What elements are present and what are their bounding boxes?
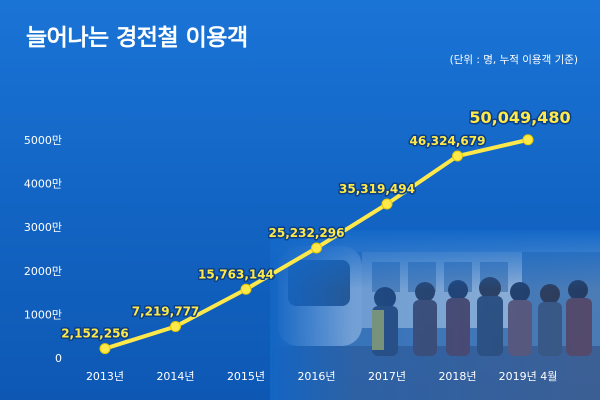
data-points <box>99 134 534 355</box>
y-tick-label: 4000만 <box>24 178 62 191</box>
y-tick-label: 0 <box>55 352 62 365</box>
x-tick-label: 2013년 <box>86 370 124 383</box>
data-point <box>170 321 181 333</box>
data-label: 25,232,296 <box>269 226 345 240</box>
y-tick-label: 5000만 <box>24 134 62 147</box>
data-label: 46,324,679 <box>410 134 486 148</box>
y-axis-ticks: 0 1000만 2000만 3000만 4000만 5000만 <box>24 134 62 365</box>
data-label: 35,319,494 <box>339 182 415 196</box>
y-tick-label: 2000만 <box>24 265 62 278</box>
data-label: 15,763,144 <box>198 267 274 281</box>
data-point <box>522 134 534 146</box>
data-point <box>381 198 393 210</box>
data-point <box>452 150 463 162</box>
data-label: 7,219,777 <box>132 305 200 319</box>
x-tick-label: 2015년 <box>227 370 265 383</box>
x-tick-label: 2017년 <box>368 370 406 383</box>
x-tick-label: 2019년 4월 <box>499 370 558 383</box>
x-tick-label: 2014년 <box>156 370 194 383</box>
data-label: 50,049,480 <box>469 108 570 127</box>
x-tick-label: 2018년 <box>438 370 476 383</box>
x-axis-ticks: 2013년 2014년 2015년 2016년 2017년 2018년 2019년 4월 <box>86 370 557 383</box>
y-tick-label: 3000만 <box>24 221 62 234</box>
data-point <box>99 343 111 355</box>
data-point <box>240 283 252 295</box>
data-point <box>311 242 322 254</box>
chart-title: 늘어나는 경전철 이용객 <box>26 25 248 51</box>
unit-note: (단위 : 명, 누적 이용객 기준) <box>449 54 578 66</box>
x-tick-label: 2016년 <box>297 370 335 383</box>
y-tick-label: 1000만 <box>24 308 62 321</box>
data-label: 2,152,256 <box>61 327 129 341</box>
